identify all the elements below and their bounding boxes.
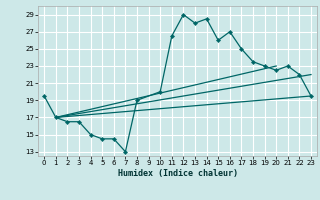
X-axis label: Humidex (Indice chaleur): Humidex (Indice chaleur) — [118, 169, 238, 178]
